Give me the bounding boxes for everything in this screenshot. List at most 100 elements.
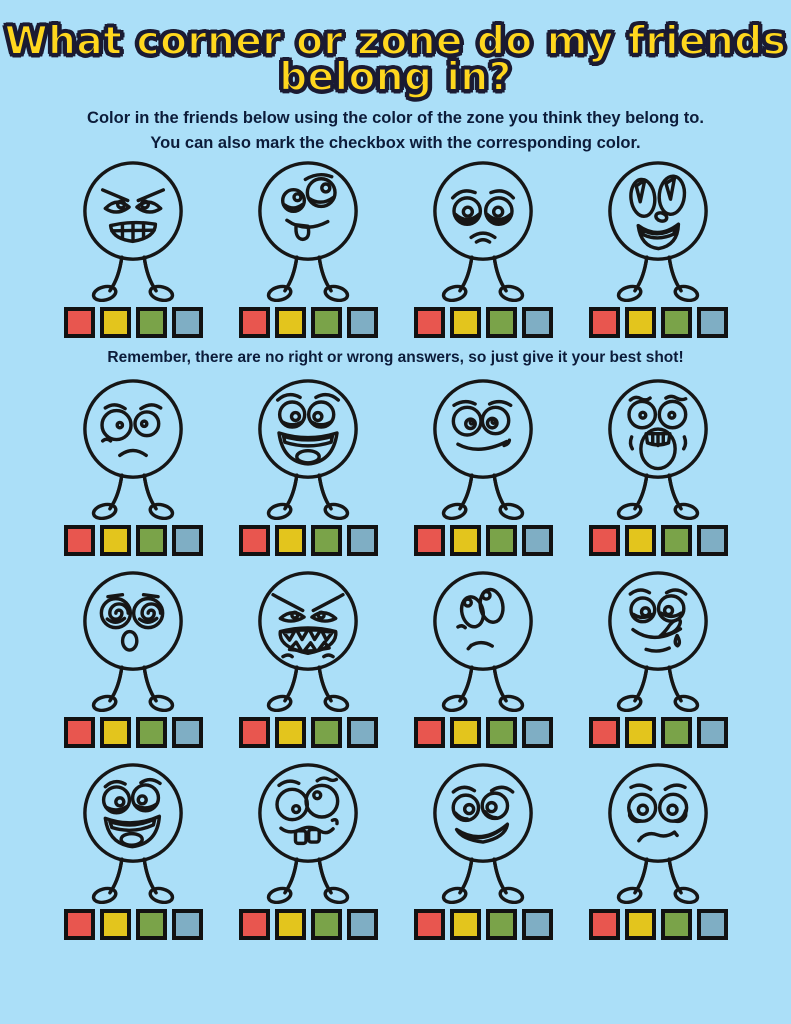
zone-checkbox-green-zone[interactable] xyxy=(486,525,517,556)
face-overjoyed[interactable] xyxy=(67,759,199,904)
face-tearful[interactable] xyxy=(592,759,724,904)
zone-checkbox-blue-zone[interactable] xyxy=(522,525,553,556)
zone-checkbox-blue-zone[interactable] xyxy=(347,307,378,338)
friend-cell xyxy=(221,759,396,940)
zone-checkbox-green-zone[interactable] xyxy=(661,909,692,940)
zone-checkbox-green-zone[interactable] xyxy=(136,307,167,338)
zone-checkbox-red-zone[interactable] xyxy=(414,909,445,940)
zone-checkbox-red-zone[interactable] xyxy=(64,307,95,338)
friend-cell xyxy=(221,375,396,556)
zone-checkbox-yellow-zone[interactable] xyxy=(625,525,656,556)
zone-checkbox-yellow-zone[interactable] xyxy=(275,909,306,940)
zone-checkbox-yellow-zone[interactable] xyxy=(450,525,481,556)
friend-cell xyxy=(46,157,221,338)
zone-checkbox-yellow-zone[interactable] xyxy=(100,909,131,940)
face-excited[interactable] xyxy=(592,157,724,302)
zone-checkbox-row xyxy=(64,717,203,748)
face-dizzy[interactable] xyxy=(67,567,199,712)
face-annoyed-eye-roll[interactable] xyxy=(417,567,549,712)
zone-checkbox-row xyxy=(589,525,728,556)
zone-checkbox-green-zone[interactable] xyxy=(486,909,517,940)
zone-checkbox-row xyxy=(414,525,553,556)
zone-checkbox-blue-zone[interactable] xyxy=(522,307,553,338)
zone-checkbox-red-zone[interactable] xyxy=(239,307,270,338)
zone-checkbox-yellow-zone[interactable] xyxy=(625,307,656,338)
face-hungry-drooling[interactable] xyxy=(592,567,724,712)
zone-checkbox-green-zone[interactable] xyxy=(311,909,342,940)
zone-checkbox-yellow-zone[interactable] xyxy=(275,307,306,338)
zone-checkbox-blue-zone[interactable] xyxy=(522,717,553,748)
zone-checkbox-red-zone[interactable] xyxy=(589,909,620,940)
zone-checkbox-yellow-zone[interactable] xyxy=(450,307,481,338)
friend-cell xyxy=(396,567,571,748)
zone-checkbox-red-zone[interactable] xyxy=(64,909,95,940)
zone-checkbox-blue-zone[interactable] xyxy=(172,525,203,556)
zone-checkbox-green-zone[interactable] xyxy=(486,717,517,748)
zone-checkbox-row xyxy=(414,307,553,338)
zone-checkbox-red-zone[interactable] xyxy=(414,717,445,748)
zone-checkbox-green-zone[interactable] xyxy=(661,307,692,338)
zone-checkbox-yellow-zone[interactable] xyxy=(625,909,656,940)
zone-checkbox-red-zone[interactable] xyxy=(589,525,620,556)
friend-cell xyxy=(396,375,571,556)
zone-checkbox-green-zone[interactable] xyxy=(311,525,342,556)
face-angry[interactable] xyxy=(67,157,199,302)
face-silly-tongue-out[interactable] xyxy=(242,157,374,302)
zone-checkbox-blue-zone[interactable] xyxy=(347,525,378,556)
zone-checkbox-green-zone[interactable] xyxy=(661,525,692,556)
zone-checkbox-row xyxy=(239,307,378,338)
zone-checkbox-green-zone[interactable] xyxy=(486,307,517,338)
friends-row xyxy=(46,567,746,748)
zone-checkbox-green-zone[interactable] xyxy=(311,307,342,338)
zone-checkbox-blue-zone[interactable] xyxy=(347,909,378,940)
zone-checkbox-row xyxy=(589,909,728,940)
zone-checkbox-row xyxy=(239,717,378,748)
zone-checkbox-green-zone[interactable] xyxy=(311,717,342,748)
zone-checkbox-yellow-zone[interactable] xyxy=(450,909,481,940)
zone-checkbox-red-zone[interactable] xyxy=(239,525,270,556)
zone-checkbox-yellow-zone[interactable] xyxy=(100,717,131,748)
expression-silly-tongue-out xyxy=(283,175,335,240)
face-sad-crying[interactable] xyxy=(417,157,549,302)
expression-worried xyxy=(102,405,161,456)
zone-checkbox-red-zone[interactable] xyxy=(239,717,270,748)
zone-checkbox-green-zone[interactable] xyxy=(661,717,692,748)
friends-row-1 xyxy=(46,157,746,338)
zone-checkbox-red-zone[interactable] xyxy=(589,717,620,748)
zone-checkbox-yellow-zone[interactable] xyxy=(275,717,306,748)
zone-checkbox-row xyxy=(239,525,378,556)
expression-dizzy xyxy=(101,595,162,650)
zone-checkbox-red-zone[interactable] xyxy=(589,307,620,338)
zone-checkbox-yellow-zone[interactable] xyxy=(100,307,131,338)
zone-checkbox-green-zone[interactable] xyxy=(136,717,167,748)
zone-checkbox-red-zone[interactable] xyxy=(239,909,270,940)
face-furious[interactable] xyxy=(242,567,374,712)
zone-checkbox-blue-zone[interactable] xyxy=(697,525,728,556)
zone-checkbox-yellow-zone[interactable] xyxy=(100,525,131,556)
face-goofy-grin[interactable] xyxy=(242,759,374,904)
zone-checkbox-yellow-zone[interactable] xyxy=(275,525,306,556)
face-worried[interactable] xyxy=(67,375,199,520)
zone-checkbox-red-zone[interactable] xyxy=(64,525,95,556)
page-title-line2: belong in? xyxy=(0,60,791,96)
zone-checkbox-blue-zone[interactable] xyxy=(697,717,728,748)
face-terrified[interactable] xyxy=(592,375,724,520)
friend-cell xyxy=(46,759,221,940)
zone-checkbox-yellow-zone[interactable] xyxy=(450,717,481,748)
zone-checkbox-blue-zone[interactable] xyxy=(347,717,378,748)
zone-checkbox-blue-zone[interactable] xyxy=(697,909,728,940)
face-content[interactable] xyxy=(417,375,549,520)
face-embarrassed[interactable] xyxy=(417,759,549,904)
zone-checkbox-green-zone[interactable] xyxy=(136,525,167,556)
face-laughing[interactable] xyxy=(242,375,374,520)
zone-checkbox-blue-zone[interactable] xyxy=(172,717,203,748)
zone-checkbox-blue-zone[interactable] xyxy=(697,307,728,338)
zone-checkbox-red-zone[interactable] xyxy=(414,525,445,556)
zone-checkbox-blue-zone[interactable] xyxy=(172,307,203,338)
zone-checkbox-blue-zone[interactable] xyxy=(172,909,203,940)
zone-checkbox-green-zone[interactable] xyxy=(136,909,167,940)
zone-checkbox-red-zone[interactable] xyxy=(64,717,95,748)
zone-checkbox-blue-zone[interactable] xyxy=(522,909,553,940)
zone-checkbox-red-zone[interactable] xyxy=(414,307,445,338)
zone-checkbox-yellow-zone[interactable] xyxy=(625,717,656,748)
